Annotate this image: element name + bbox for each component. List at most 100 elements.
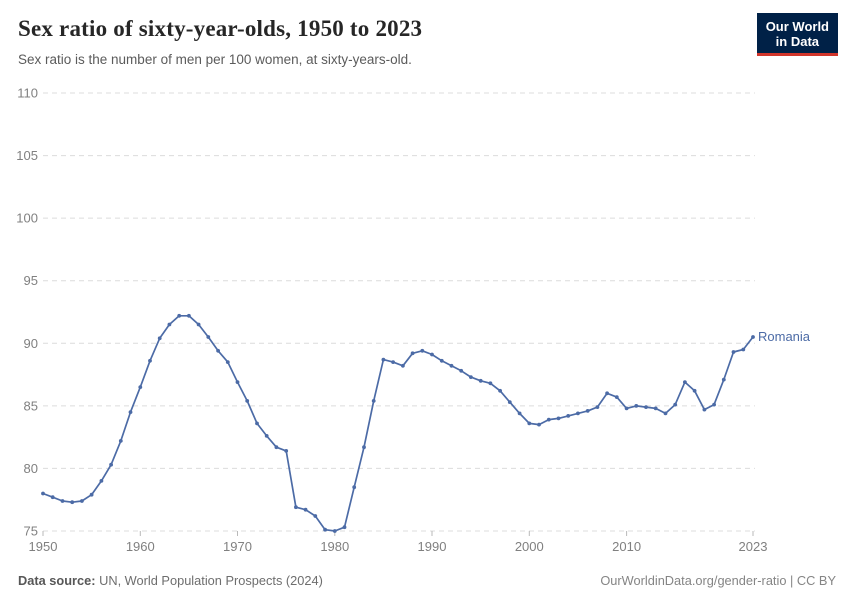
data-point — [206, 335, 211, 339]
data-point — [517, 411, 522, 416]
data-point — [284, 449, 289, 453]
data-point — [420, 348, 425, 353]
data-point — [731, 350, 736, 354]
data-point — [537, 422, 541, 427]
data-point — [294, 505, 298, 510]
owid-logo[interactable]: Our World in Data — [756, 13, 838, 56]
y-tick-label: 95 — [24, 273, 38, 288]
data-point — [469, 375, 473, 379]
data-point — [70, 500, 75, 505]
data-point — [595, 405, 600, 409]
data-point — [187, 313, 191, 318]
credit-link[interactable]: OurWorldinData.org/gender-ratio | CC BY — [600, 573, 836, 588]
data-point — [225, 360, 230, 364]
data-point — [264, 434, 269, 438]
data-point — [527, 421, 532, 426]
data-point — [89, 492, 94, 497]
data-point — [702, 407, 707, 412]
data-point — [576, 411, 580, 416]
data-point — [507, 400, 512, 404]
data-point — [663, 411, 668, 416]
x-tick-label: 1960 — [126, 539, 155, 554]
data-point — [391, 360, 395, 364]
y-tick-label: 90 — [24, 336, 38, 351]
data-point — [60, 499, 65, 503]
data-point — [546, 417, 551, 422]
x-tick-label: 2023 — [739, 539, 768, 554]
data-point — [157, 336, 162, 341]
data-point — [371, 399, 376, 403]
data-point — [566, 414, 571, 418]
data-point — [352, 485, 357, 490]
data-point — [128, 410, 133, 414]
data-point — [177, 313, 182, 318]
data-point — [692, 388, 697, 393]
data-point — [235, 380, 240, 384]
data-source-label: Data source: — [18, 573, 96, 588]
data-point — [118, 439, 123, 443]
owid-logo-line2: in Data — [775, 34, 820, 49]
data-point — [216, 348, 221, 353]
series-label-romania[interactable]: Romania — [758, 329, 811, 344]
data-point — [478, 378, 483, 383]
data-point — [148, 358, 152, 363]
data-point — [653, 406, 658, 411]
y-tick-label: 75 — [24, 524, 38, 539]
data-point — [712, 402, 716, 407]
y-tick-label: 105 — [16, 148, 38, 163]
data-point — [624, 406, 629, 411]
data-point — [99, 479, 104, 483]
data-point — [410, 351, 415, 356]
data-point — [303, 507, 308, 512]
owid-logo-line1: Our World — [765, 19, 829, 34]
data-point — [109, 462, 113, 467]
data-point — [41, 491, 45, 496]
data-point — [342, 525, 347, 530]
x-tick-label: 1970 — [223, 539, 252, 554]
data-point — [401, 363, 405, 368]
y-tick-label: 80 — [24, 461, 38, 476]
data-point — [498, 388, 502, 393]
data-point — [741, 347, 746, 352]
data-point — [585, 409, 590, 413]
data-point — [751, 335, 755, 339]
data-point — [556, 416, 561, 421]
data-point — [605, 391, 609, 396]
data-point — [459, 368, 464, 373]
data-point — [673, 402, 678, 407]
data-point — [430, 352, 434, 357]
page-title: Sex ratio of sixty-year-olds, 1950 to 20… — [18, 16, 423, 41]
data-point — [196, 322, 201, 327]
data-point — [138, 385, 143, 389]
x-tick-label: 1990 — [418, 539, 447, 554]
data-point — [323, 527, 327, 532]
data-source-note: Data source: UN, World Population Prospe… — [18, 573, 323, 588]
chart-svg: 75 80 85 90 95 100 105 110 1950 1960 1970 1980 1990 2… — [16, 86, 811, 555]
data-point — [614, 395, 619, 399]
x-tick-label: 1980 — [320, 539, 349, 554]
data-point — [381, 357, 386, 362]
x-tick-label: 2010 — [612, 539, 641, 554]
data-point — [313, 514, 318, 518]
x-tick-label: 1950 — [29, 539, 58, 554]
data-point — [50, 495, 55, 500]
y-tick-label: 100 — [16, 211, 38, 226]
y-tick-label: 85 — [24, 398, 38, 413]
data-point — [332, 529, 337, 533]
data-source-text: UN, World Population Prospects (2024) — [95, 573, 323, 588]
data-point — [721, 377, 726, 382]
x-tick-label: 2000 — [515, 539, 544, 554]
data-point — [245, 399, 250, 403]
data-point — [167, 322, 172, 327]
data-point — [644, 405, 648, 409]
data-point — [449, 363, 454, 368]
data-point — [439, 358, 444, 363]
data-point — [634, 404, 639, 408]
chart-subtitle: Sex ratio is the number of men per 100 w… — [18, 52, 412, 67]
data-point — [488, 381, 493, 386]
data-point — [80, 499, 84, 503]
data-point — [274, 445, 279, 450]
romania-series-line[interactable] — [42, 314, 754, 532]
data-point — [362, 445, 366, 450]
y-tick-label: 110 — [17, 86, 38, 101]
